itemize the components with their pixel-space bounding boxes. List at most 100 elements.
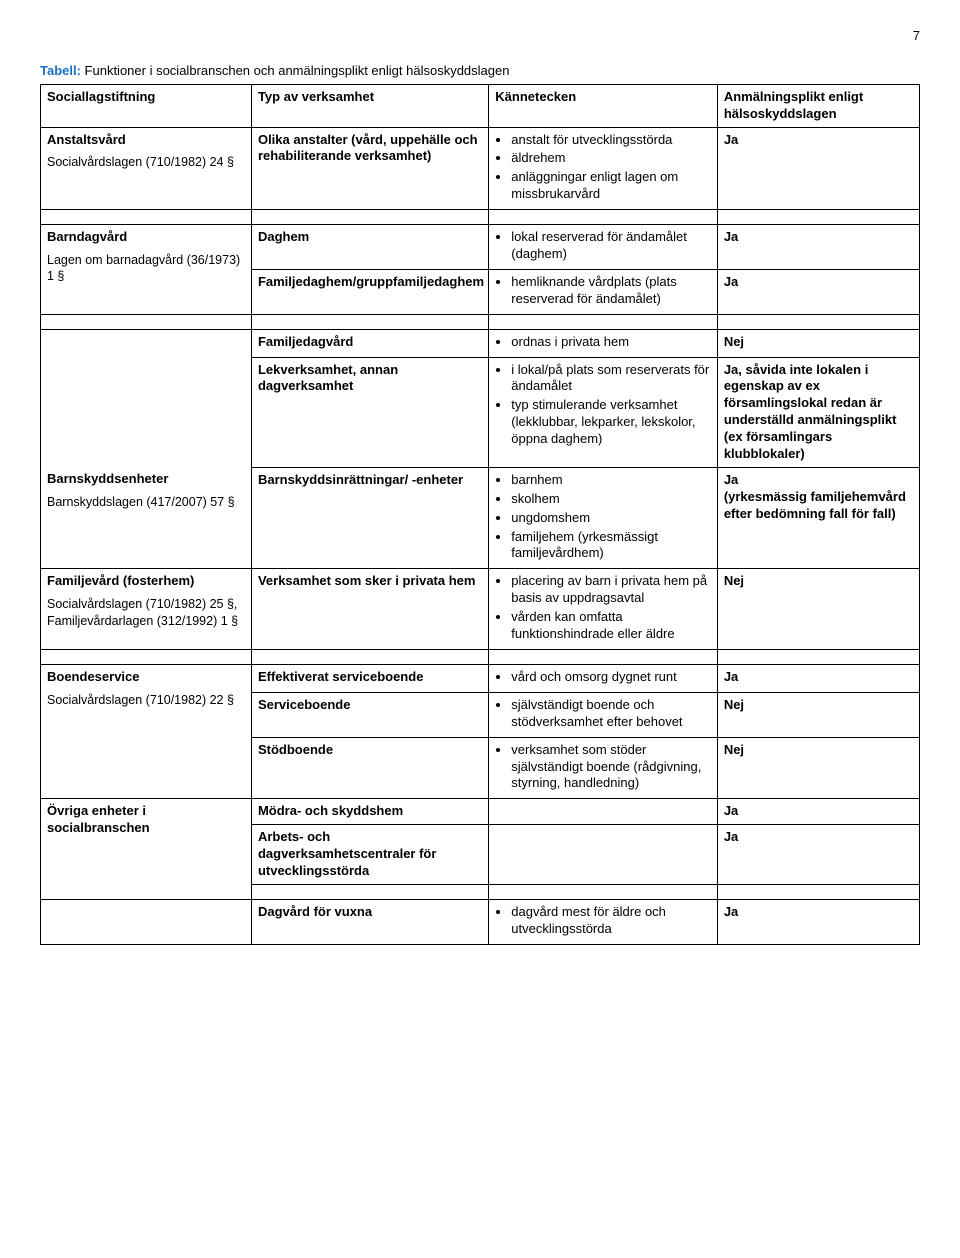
cell-c2: Mödra- och skyddshem	[251, 799, 488, 825]
cell-c3: anstalt för utvecklingsstörda äldrehem a…	[489, 127, 718, 210]
cell-c4: Ja	[717, 225, 919, 270]
title: Barnskyddsenheter	[47, 471, 245, 488]
list-item: vård och omsorg dygnet runt	[511, 669, 711, 686]
cell-c4: Ja	[717, 899, 919, 944]
cell-c3: ordnas i privata hem	[489, 329, 718, 357]
cell-c4: Ja	[717, 825, 919, 885]
list-item: placering av barn i privata hem på basis…	[511, 573, 711, 607]
spacer-row	[41, 210, 920, 225]
list-item: skolhem	[511, 491, 711, 508]
sub: Lagen om barnadagvård (36/1973) 1 §	[47, 252, 245, 285]
row-anstaltsvard: Anstaltsvård Socialvårdslagen (710/1982)…	[41, 127, 920, 210]
cell-c2: Stödboende	[251, 737, 488, 799]
cell-c1: Boendeservice Socialvårdslagen (710/1982…	[41, 664, 252, 798]
cell-c1: Anstaltsvård Socialvårdslagen (710/1982)…	[41, 127, 252, 210]
list-item: anläggningar enligt lagen om missbrukarv…	[511, 169, 711, 203]
list-item: självständigt boende och stödverksamhet …	[511, 697, 711, 731]
list-item: äldrehem	[511, 150, 711, 167]
sub: Socialvårdslagen (710/1982) 22 §	[47, 692, 245, 708]
sub: Socialvårdslagen (710/1982) 24 §	[47, 154, 245, 170]
header-col2: Typ av verksamhet	[251, 84, 488, 127]
title: Övriga enheter i socialbranschen	[47, 803, 245, 837]
cell-c2: Familjedaghem/gruppfamiljedaghem	[251, 269, 488, 314]
list-item: vården kan omfatta funktionshindrade ell…	[511, 609, 711, 643]
cell-c4: Ja	[717, 269, 919, 314]
c4-line1: Ja	[724, 472, 738, 487]
cell-c1-empty	[41, 329, 252, 467]
list-item: lokal reserverad för ändamålet (daghem)	[511, 229, 711, 263]
list-item: i lokal/på plats som reserverats för änd…	[511, 362, 711, 396]
row-dagvard-vuxna: Dagvård för vuxna dagvård mest för äldre…	[41, 899, 920, 944]
header-col4: Anmälningsplikt enligt hälsoskyddslagen	[717, 84, 919, 127]
cell-c2: Familjedagvård	[251, 329, 488, 357]
cell-c4: Nej	[717, 569, 919, 650]
header-col1: Sociallagstiftning	[41, 84, 252, 127]
sub: Socialvårdslagen (710/1982) 25 §, Familj…	[47, 596, 245, 629]
row-familjevard: Familjevård (fosterhem) Socialvårdslagen…	[41, 569, 920, 650]
list-item: dagvård mest för äldre och utvecklingsst…	[511, 904, 711, 938]
cell-c3: lokal reserverad för ändamålet (daghem)	[489, 225, 718, 270]
cell-c3: hemliknande vårdplats (plats reserverad …	[489, 269, 718, 314]
cell-c2: Lekverksamhet, annan dagverksamhet	[251, 357, 488, 467]
cell-c4: Ja	[717, 664, 919, 692]
cell-c4: Nej	[717, 737, 919, 799]
list-item: typ stimulerande verksamhet (lekklubbar,…	[511, 397, 711, 448]
cell-c3: vård och omsorg dygnet runt	[489, 664, 718, 692]
cell-c3: placering av barn i privata hem på basis…	[489, 569, 718, 650]
cell-c4: Ja	[717, 127, 919, 210]
spacer-row	[41, 314, 920, 329]
caption-prefix: Tabell:	[40, 63, 81, 78]
row-barndagvard-daghem: Barndagvård Lagen om barnadagvård (36/19…	[41, 225, 920, 270]
list-item: hemliknande vårdplats (plats reserverad …	[511, 274, 711, 308]
title: Barndagvård	[47, 229, 245, 246]
cell-c2: Serviceboende	[251, 692, 488, 737]
row-boende-effektiverat: Boendeservice Socialvårdslagen (710/1982…	[41, 664, 920, 692]
table-caption: Tabell: Funktioner i socialbranschen och…	[40, 63, 920, 80]
cell-c2: Barnskyddsinrättningar/ -enheter	[251, 467, 488, 568]
row-ovriga-modra: Övriga enheter i socialbranschen Mödra- …	[41, 799, 920, 825]
cell-c2: Verksamhet som sker i privata hem	[251, 569, 488, 650]
cell-c4: Ja, såvida inte lokalen i egenskap av ex…	[717, 357, 919, 467]
cell-c1: Familjevård (fosterhem) Socialvårdslagen…	[41, 569, 252, 650]
list-item: ordnas i privata hem	[511, 334, 711, 351]
cell-c4: Ja (yrkesmässig familjehemvård efter bed…	[717, 467, 919, 568]
page-number: 7	[40, 28, 920, 45]
cell-c3-empty	[489, 825, 718, 885]
title: Boendeservice	[47, 669, 245, 686]
main-table: Sociallagstiftning Typ av verksamhet Kän…	[40, 84, 920, 945]
cell-c3-empty	[489, 799, 718, 825]
cell-c3: barnhem skolhem ungdomshem familjehem (y…	[489, 467, 718, 568]
title: Anstaltsvård	[47, 132, 245, 149]
cell-c3: verksamhet som stöder självständigt boen…	[489, 737, 718, 799]
spacer-row	[41, 884, 920, 899]
list-item: familjehem (yrkesmässigt familjevårdhem)	[511, 529, 711, 563]
list-item: barnhem	[511, 472, 711, 489]
header-col3: Kännetecken	[489, 84, 718, 127]
cell-c2: Dagvård för vuxna	[251, 899, 488, 944]
cell-c1: Barndagvård Lagen om barnadagvård (36/19…	[41, 225, 252, 315]
cell-c3: dagvård mest för äldre och utvecklingsst…	[489, 899, 718, 944]
cell-c2: Effektiverat serviceboende	[251, 664, 488, 692]
table-header-row: Sociallagstiftning Typ av verksamhet Kän…	[41, 84, 920, 127]
title: Familjevård (fosterhem)	[47, 573, 245, 590]
spacer-row	[41, 649, 920, 664]
cell-c1: Barnskyddsenheter Barnskyddslagen (417/2…	[41, 467, 252, 568]
cell-c4: Nej	[717, 329, 919, 357]
row-barnskydd: Barnskyddsenheter Barnskyddslagen (417/2…	[41, 467, 920, 568]
cell-c2: Olika anstalter (vård, uppehälle och reh…	[251, 127, 488, 210]
sub: Barnskyddslagen (417/2007) 57 §	[47, 494, 245, 510]
cell-c4: Ja	[717, 799, 919, 825]
cell-c3: i lokal/på plats som reserverats för änd…	[489, 357, 718, 467]
row-familjedagvard: Familjedagvård ordnas i privata hem Nej	[41, 329, 920, 357]
cell-c3: självständigt boende och stödverksamhet …	[489, 692, 718, 737]
caption-rest: Funktioner i socialbranschen och anmälni…	[81, 63, 510, 78]
cell-c1: Övriga enheter i socialbranschen	[41, 799, 252, 885]
list-item: verksamhet som stöder självständigt boen…	[511, 742, 711, 793]
list-item: anstalt för utvecklingsstörda	[511, 132, 711, 149]
cell-c2: Arbets- och dagverksamhetscentraler för …	[251, 825, 488, 885]
list-item: ungdomshem	[511, 510, 711, 527]
cell-c4: Nej	[717, 692, 919, 737]
cell-c2: Daghem	[251, 225, 488, 270]
cell-c1-empty	[41, 899, 252, 944]
c4-line2: (yrkesmässig familjehemvård efter bedömn…	[724, 489, 906, 521]
